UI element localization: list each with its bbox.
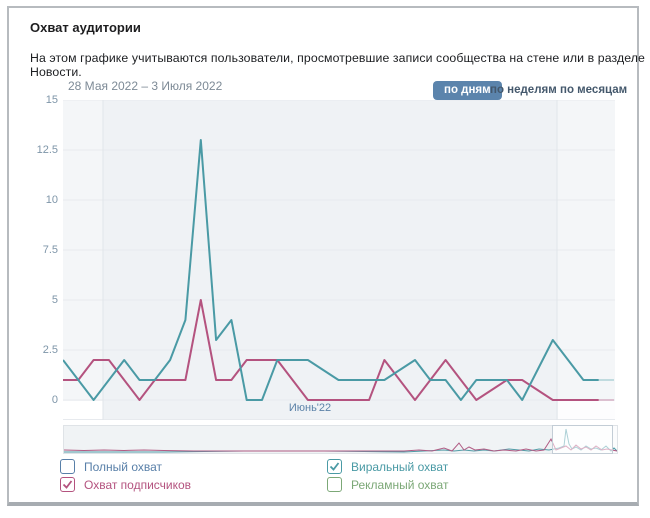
check-icon — [62, 480, 73, 489]
legend-label: Рекламный охват — [351, 477, 449, 492]
legend-item-full-reach[interactable]: Полный охват — [60, 459, 162, 474]
timeline-minimap[interactable] — [63, 425, 618, 454]
x-axis-month-label: Июнь'22 — [288, 402, 332, 414]
legend-label: Полный охват — [84, 459, 163, 474]
y-tick-2-5: 2.5 — [42, 344, 58, 356]
y-tick-15: 15 — [45, 94, 58, 106]
month-band-june — [103, 100, 557, 420]
y-tick-5: 5 — [51, 294, 58, 306]
date-range-label: 28 Мая 2022 – 3 Июля 2022 — [68, 79, 223, 93]
y-tick-7-5: 7.5 — [42, 244, 58, 256]
tab-by-weeks[interactable]: по неделям — [490, 84, 557, 96]
checkbox-subscriber-reach[interactable] — [60, 477, 75, 492]
y-tick-10: 10 — [45, 194, 58, 206]
checkbox-viral-reach[interactable] — [327, 459, 342, 474]
axis-strip-july — [558, 401, 615, 420]
y-tick-12-5: 12.5 — [36, 144, 58, 156]
check-icon — [329, 462, 340, 471]
y-tick-0: 0 — [51, 394, 58, 406]
page-description: На этом графике учитываются пользователи… — [30, 51, 645, 79]
legend-item-ad-reach[interactable]: Рекламный охват — [327, 477, 448, 492]
reach-line-chart[interactable] — [63, 100, 615, 420]
legend-label: Виральный охват — [351, 459, 449, 474]
legend-item-subscriber-reach[interactable]: Охват подписчиков — [60, 477, 191, 492]
legend-label: Охват подписчиков — [84, 477, 192, 492]
axis-strip-may — [63, 401, 103, 420]
legend-item-viral-reach[interactable]: Виральный охват — [327, 459, 448, 474]
page-title: Охват аудитории — [30, 20, 141, 35]
checkbox-ad-reach[interactable] — [327, 477, 342, 492]
tab-by-months[interactable]: по месяцам — [560, 84, 628, 96]
tab-by-days[interactable]: по дням — [433, 81, 502, 100]
checkbox-full-reach[interactable] — [60, 459, 75, 474]
minimap-dimmed-region — [64, 426, 552, 453]
minimap-selection-window[interactable] — [551, 425, 613, 454]
